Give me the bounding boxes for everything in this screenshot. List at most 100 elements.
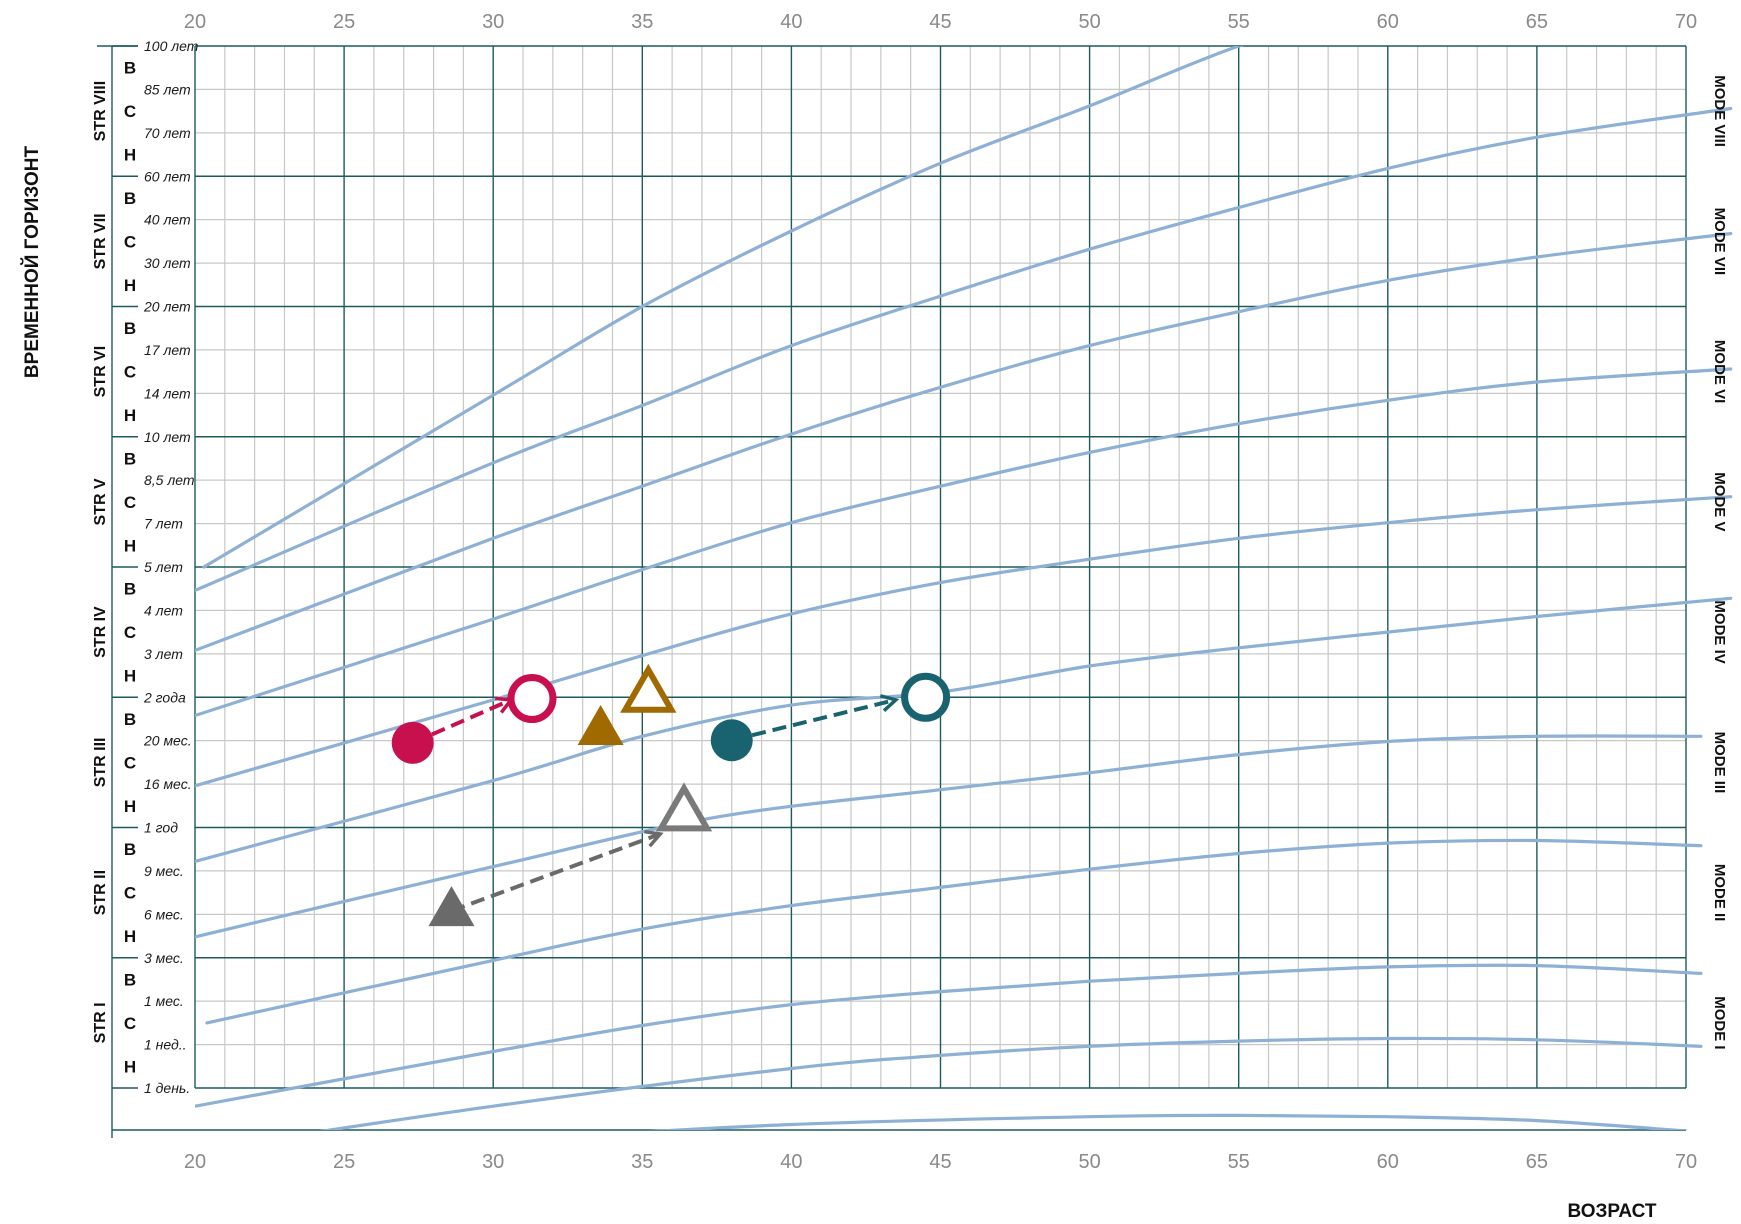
horizon-curve (195, 232, 1733, 652)
horizon-curve (195, 367, 1733, 718)
left-scale: STR I Н С В STR II Н С В STR III Н С В STR IV Н С В STR … (92, 38, 199, 1138)
horizon-level-label: 9 мес. (144, 863, 184, 879)
transition-arrow (450, 832, 661, 913)
x-axis-title: ВОЗРАСТ (1567, 1201, 1656, 1222)
y-axis-title: ВРЕМЕННОЙ ГОРИЗОНТ (21, 146, 43, 379)
sublevel-label: В (124, 580, 136, 599)
horizon-curve (319, 1036, 1703, 1130)
horizon-level-label: 30 лет (144, 255, 191, 271)
arrow-head (644, 829, 664, 848)
sublevel-label: С (124, 363, 136, 382)
horizon-level-label: 3 мес. (144, 950, 184, 966)
major-grid (112, 45, 1687, 1131)
sublevel-label: Н (124, 797, 136, 816)
stratum-label: STR IV (92, 606, 109, 658)
sublevel-label: С (124, 753, 136, 772)
x-tick-labels: 20 20 25 25 30 30 35 35 40 40 45 45 50 50 55 55 60 60 65 65… (184, 11, 1697, 1173)
mode-label: MODE III (1711, 732, 1728, 794)
mode-label: MODE VI (1711, 340, 1728, 403)
stratum-label: STR VIII (92, 81, 109, 141)
markers (391, 663, 951, 927)
sublevel-label: Н (124, 146, 136, 165)
sublevel-label: С (124, 493, 136, 512)
arrow-head (879, 694, 900, 712)
x-tick-label-bottom: 20 (184, 1151, 206, 1173)
horizon-level-label: 20 мес. (143, 733, 192, 749)
marker-circle-filled (710, 719, 753, 762)
mode-label: MODE V (1711, 472, 1728, 531)
stratum-label: STR III (92, 738, 109, 788)
horizon-level-label: 7 лет (144, 516, 183, 532)
sublevel-label: Н (124, 276, 136, 295)
sublevel-label: С (124, 623, 136, 642)
stratum-label: STR VII (92, 213, 109, 269)
horizon-level-label: 5 лет (144, 559, 183, 575)
horizon-curve (195, 734, 1703, 939)
horizon-curve (195, 963, 1703, 1108)
horizon-level-label: 6 мес. (144, 906, 184, 922)
horizon-level-label: 1 день. (144, 1080, 190, 1096)
sublevel-label: В (124, 970, 136, 989)
horizon-level-label: 20 лет (143, 299, 191, 315)
horizon-level-label: 70 лет (144, 125, 191, 141)
horizon-level-label: 2 года (143, 689, 186, 705)
mode-label: MODE II (1711, 864, 1728, 922)
x-tick-label-top: 25 (333, 11, 355, 33)
sublevel-label: В (124, 189, 136, 208)
horizon-level-label: 3 лет (144, 646, 183, 662)
transition-arrow (411, 698, 512, 745)
x-tick-label-top: 30 (482, 11, 504, 33)
horizon-level-label: 1 год (144, 820, 178, 836)
sublevel-label: С (124, 1014, 136, 1033)
horizon-curve (195, 596, 1733, 863)
horizon-curve (202, 46, 1244, 569)
horizon-level-label: 1 мес. (144, 993, 184, 1009)
x-tick-label-bottom: 30 (482, 1151, 504, 1173)
horizon-curve (205, 838, 1703, 1025)
horizon-curve (647, 1113, 1688, 1130)
horizon-level-label: 16 мес. (144, 776, 192, 792)
marker-circle-open (901, 672, 951, 722)
x-tick-label-top: 60 (1377, 11, 1399, 33)
x-tick-label-bottom: 70 (1675, 1151, 1697, 1173)
horizon-level-label: 10 лет (144, 429, 191, 445)
mode-labels: MODE I MODE II MODE III MODE IV MODE V MODE V… (1711, 75, 1728, 1049)
sublevel-label: Н (124, 1057, 136, 1076)
sublevel-label: В (124, 59, 136, 78)
stratum-label: STR VI (92, 346, 109, 398)
marker-circle-open (507, 674, 557, 724)
x-tick-label-top: 70 (1675, 11, 1697, 33)
horizon-level-label: 8,5 лет (144, 472, 195, 488)
marker-triangle-open (655, 782, 713, 832)
x-tick-label-bottom: 25 (333, 1151, 355, 1173)
horizon-level-label: 60 лет (144, 168, 191, 184)
transition-arrow (731, 697, 897, 743)
sublevel-label: Н (124, 667, 136, 686)
mode-label: MODE IV (1711, 600, 1728, 663)
x-tick-label-top: 50 (1078, 11, 1100, 33)
stratum-label: STR V (92, 478, 109, 525)
sublevel-label: С (124, 232, 136, 251)
horizon-level-label: 1 нед.. (144, 1037, 187, 1053)
sublevel-label: Н (124, 927, 136, 946)
mode-label: MODE I (1711, 996, 1728, 1049)
x-tick-label-top: 40 (780, 11, 802, 33)
horizon-curve-extension (1238, 46, 1243, 47)
x-tick-label-top: 35 (631, 11, 653, 33)
mode-label: MODE VII (1711, 208, 1728, 276)
sublevel-label: Н (124, 406, 136, 425)
x-tick-label-bottom: 65 (1526, 1151, 1548, 1173)
horizon-level-label: 100 лет (144, 38, 199, 54)
x-tick-label-bottom: 35 (631, 1151, 653, 1173)
marker-triangle-open (620, 663, 677, 713)
sublevel-label: С (124, 102, 136, 121)
horizon-level-label: 14 лет (144, 385, 191, 401)
x-tick-label-bottom: 45 (929, 1151, 951, 1173)
horizon-curve (195, 106, 1733, 592)
marker-circle-filled (391, 721, 434, 764)
x-tick-label-top: 45 (929, 11, 951, 33)
sublevel-label: В (124, 319, 136, 338)
horizon-level-label: 40 лет (144, 212, 191, 228)
stratum-label: STR I (92, 1002, 109, 1043)
